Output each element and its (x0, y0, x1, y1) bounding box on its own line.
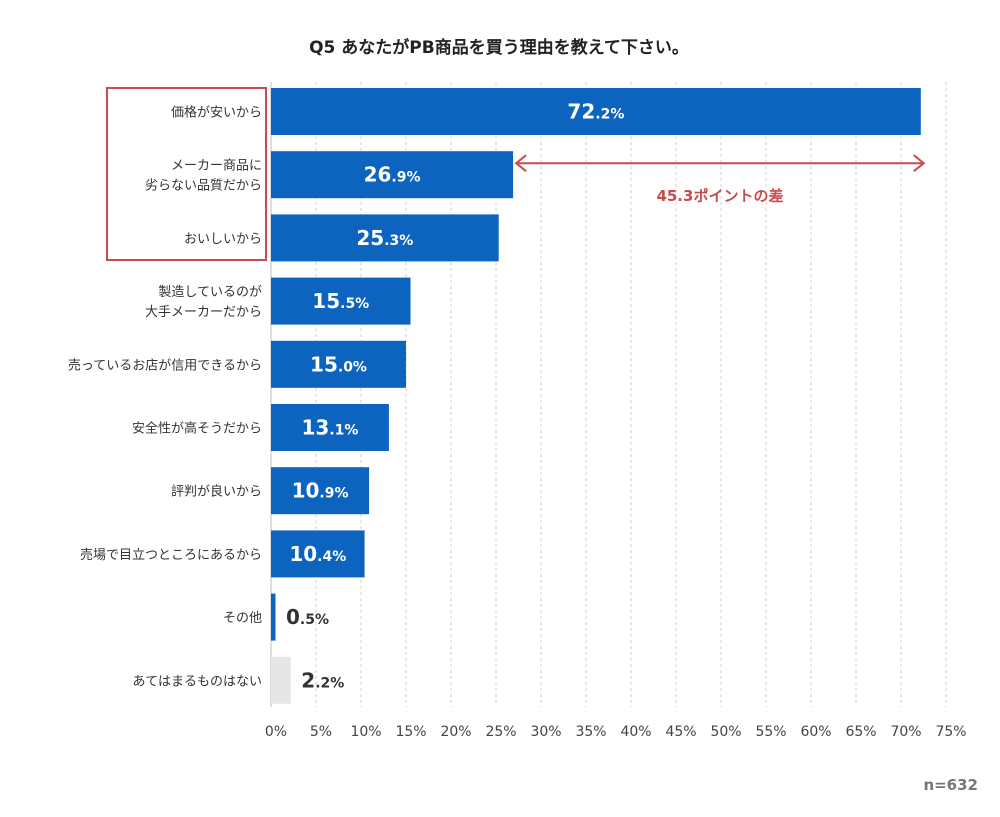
value-label: 25.3% (356, 226, 413, 250)
category-label: メーカー商品に劣らない品質だから (145, 159, 262, 194)
bar (271, 277, 411, 325)
arrow-head-left (514, 154, 527, 172)
sample-size: n=632 (923, 776, 978, 794)
x-tick-label: 45% (665, 724, 696, 740)
category-label: 評判が良いから (171, 484, 262, 500)
category-label: 価格が安いから (171, 105, 262, 121)
category-label: 安全性が高そうだから (132, 421, 262, 437)
value-label: 15.5% (312, 289, 369, 313)
bar (271, 214, 499, 262)
arrow-head-right (913, 154, 926, 172)
x-tick-label: 55% (755, 724, 786, 740)
x-tick-label: 60% (800, 724, 831, 740)
bar (271, 340, 406, 388)
category-label: 売場で目立つところにあるから (80, 547, 262, 563)
x-tick-label: 70% (890, 724, 921, 740)
value-label: 26.9% (364, 163, 421, 187)
difference-label: 45.3ポイントの差 (656, 187, 783, 205)
bar (271, 530, 365, 578)
bar (271, 151, 514, 199)
bar (271, 404, 389, 451)
value-label: 72.2% (567, 100, 624, 124)
highlight-box (106, 87, 267, 261)
x-tick-label: 15% (395, 724, 426, 740)
bar (271, 467, 370, 515)
x-tick-label: 75% (935, 724, 966, 740)
category-label: 売っているお店が信用できるから (68, 357, 262, 373)
x-axis: 0% 5% 10% 15% 20% 25% 30% 35% 40% 45% 50% 55% 60% 65%… (265, 724, 967, 740)
x-tick-label: 10% (350, 724, 381, 740)
value-label: 2.2% (301, 668, 344, 692)
value-label: 10.4% (289, 542, 346, 566)
x-tick-label: 50% (710, 724, 741, 740)
category-labels: 価格が安いからメーカー商品に劣らない品質だからおいしいから製造しているのが大手メ… (68, 105, 262, 690)
value-label: 15.0% (310, 352, 367, 376)
category-label: あてはまるものはない (133, 674, 262, 689)
x-tick-label: 5% (310, 724, 332, 740)
bar (271, 88, 921, 135)
bar (271, 656, 291, 704)
x-tick-label: 65% (845, 724, 876, 740)
bars: 72.2% 26.9% 25.3% 15.5% 15.0% 13.1% 10.9% 10.4%… (271, 88, 921, 704)
category-label: 製造しているのが大手メーカーだから (145, 285, 262, 320)
value-label: 10.9% (292, 479, 349, 503)
x-tick-label: 30% (530, 724, 561, 740)
x-tick-label: 35% (575, 724, 606, 740)
value-label: 13.1% (301, 416, 358, 440)
bar (271, 593, 276, 641)
x-tick-label: 0% (265, 724, 287, 740)
x-tick-label: 25% (485, 724, 516, 740)
category-label: おいしいから (184, 232, 262, 247)
category-label: その他 (223, 611, 262, 626)
chart-title: Q5 あなたがPB商品を買う理由を教えて下さい。 (309, 37, 689, 58)
value-label: 0.5% (286, 605, 329, 629)
x-tick-label: 40% (620, 724, 651, 740)
x-tick-label: 20% (440, 724, 471, 740)
difference-annotation: 45.3ポイントの差 (514, 154, 926, 205)
